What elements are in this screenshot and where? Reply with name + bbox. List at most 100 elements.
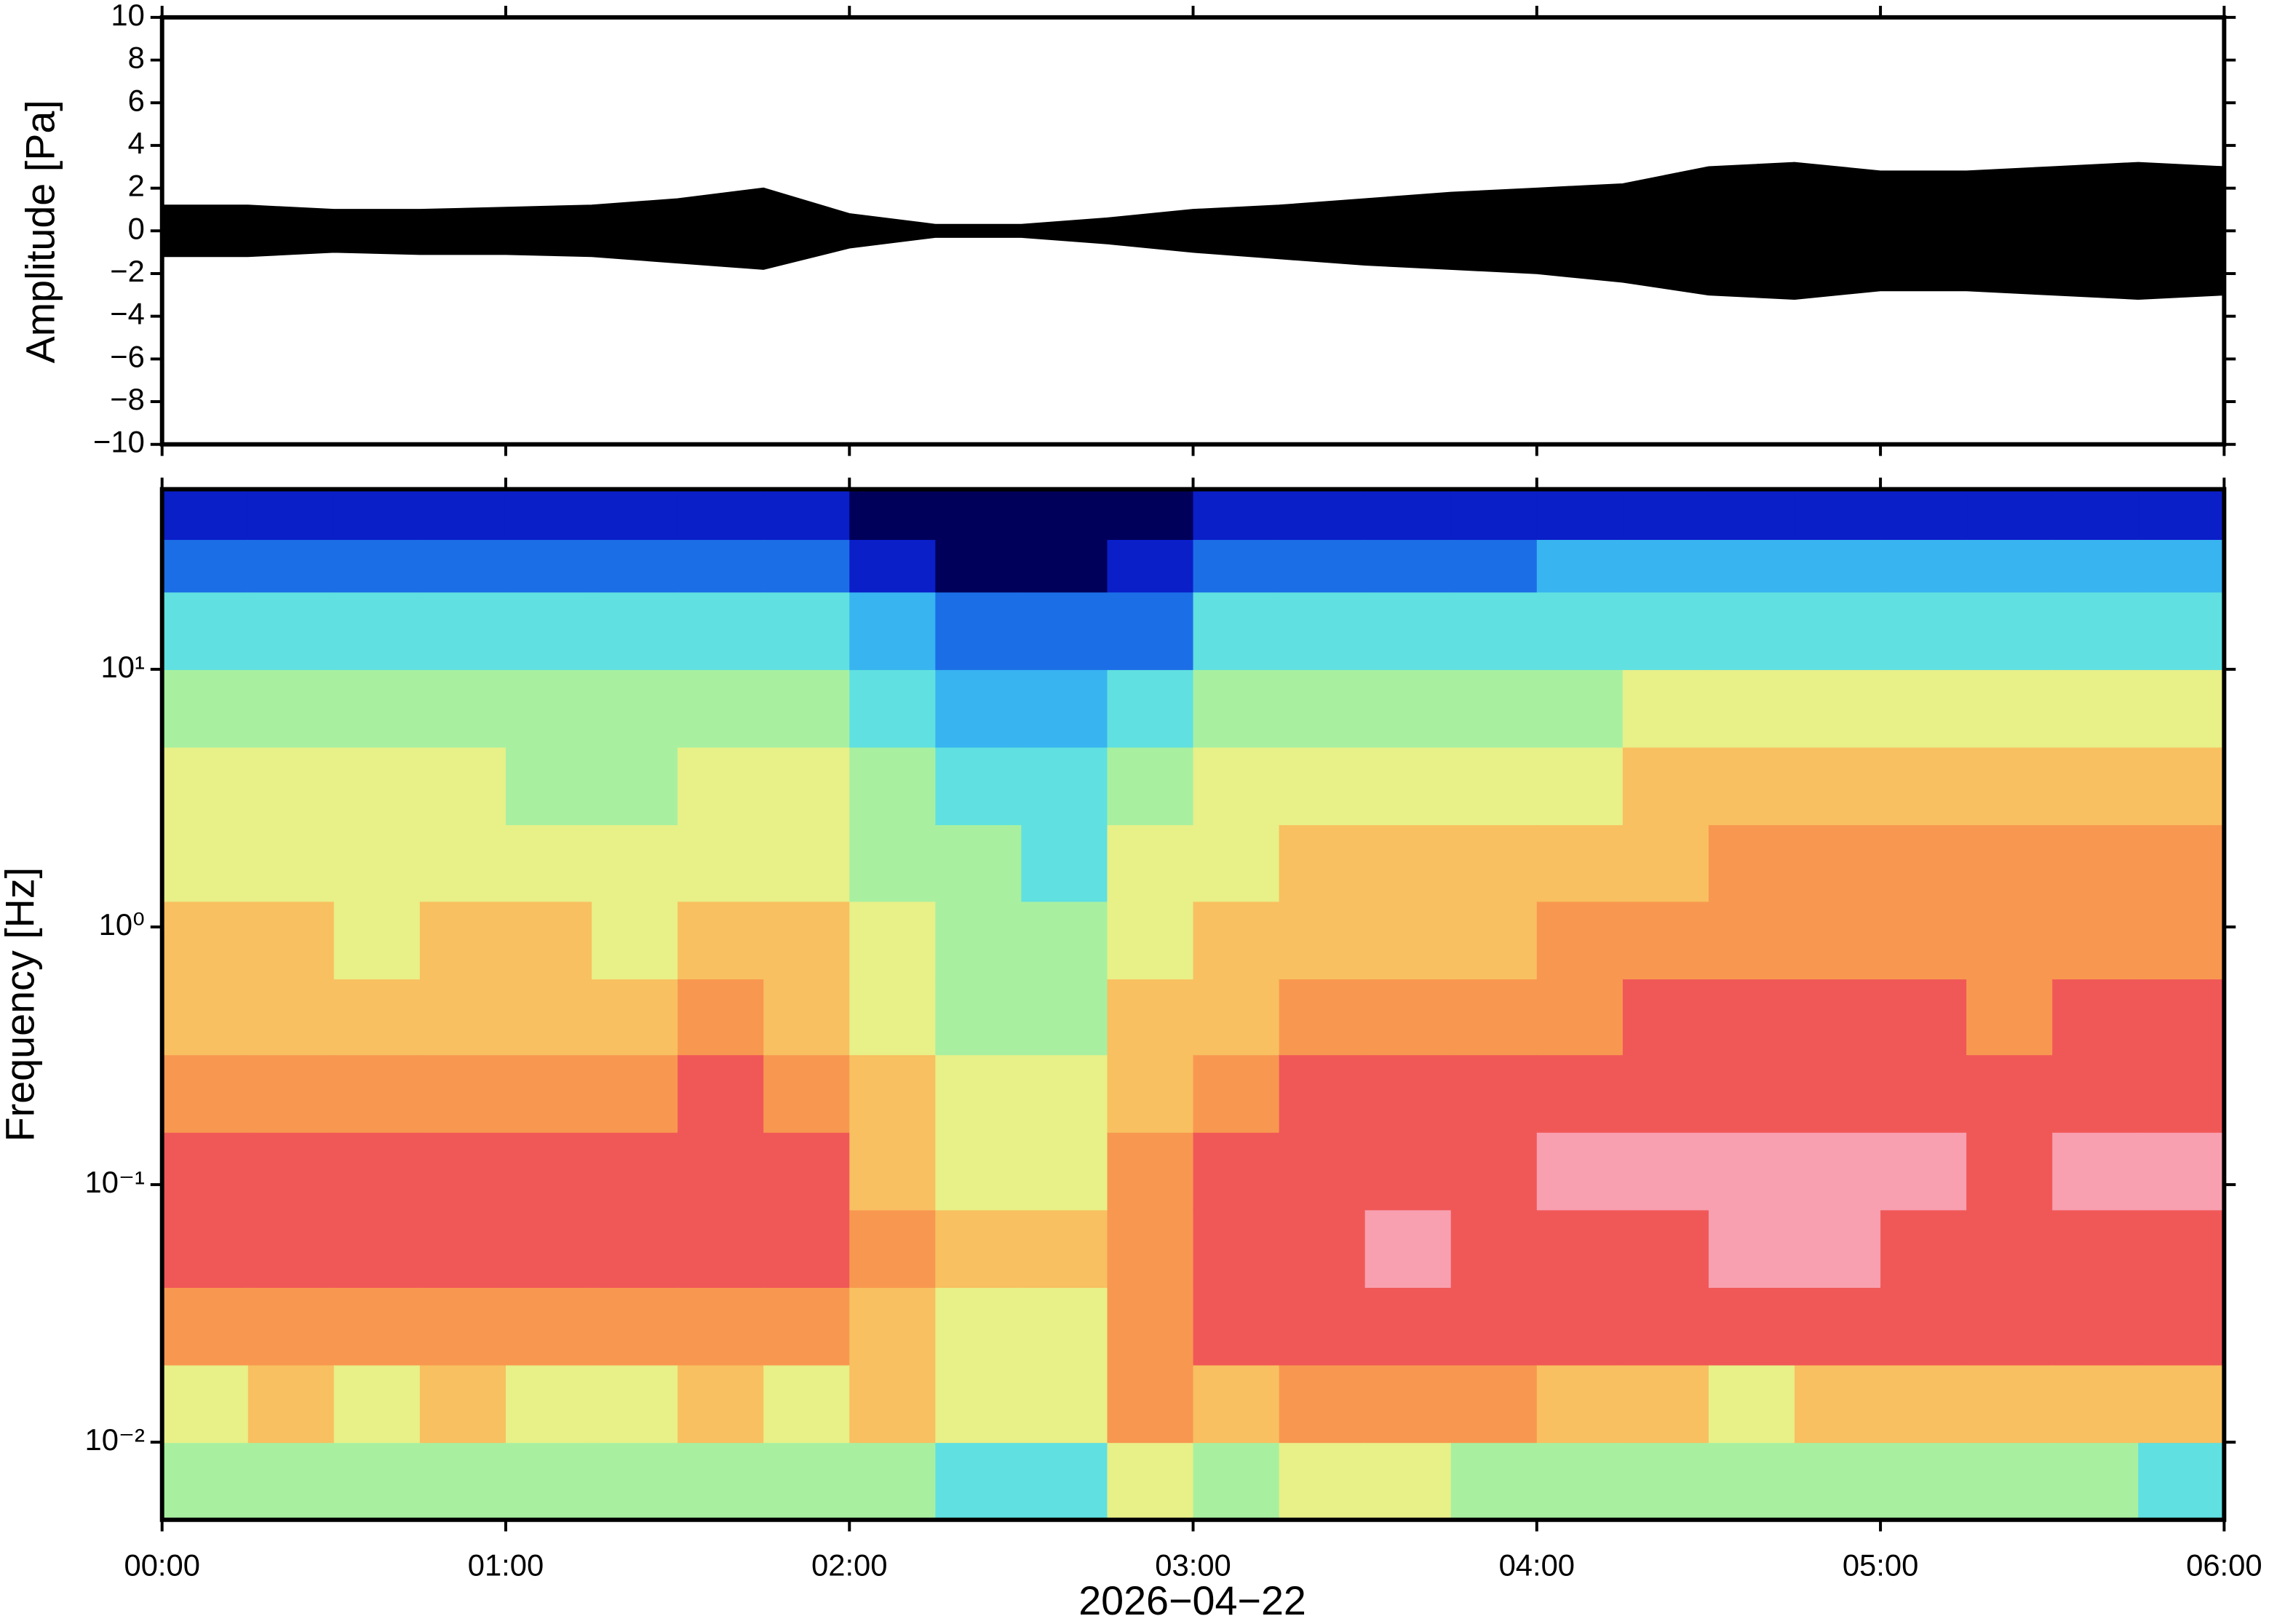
spectrogram-cell — [505, 1131, 593, 1211]
spectrogram-cell — [505, 669, 593, 748]
spectrogram-cell — [505, 539, 593, 593]
spectrogram-cell — [419, 747, 506, 826]
spectrogram-cell — [1450, 1442, 1538, 1521]
spectrogram-cell — [1880, 1364, 1968, 1444]
spectrogram-cell — [1021, 979, 1108, 1056]
spectrogram-cell — [1708, 669, 1796, 748]
y-tick-label: −2 — [110, 254, 145, 288]
y-tick-label: −8 — [110, 382, 145, 416]
spectrogram-cell — [505, 901, 593, 980]
spectrogram-cell — [1450, 1209, 1538, 1288]
y-tick-label: 6 — [128, 83, 145, 117]
spectrogram-cell — [247, 979, 335, 1056]
spectrogram-cell — [763, 1131, 851, 1211]
spectrogram-cell — [1880, 539, 1968, 593]
spectrogram-cell — [1622, 1131, 1709, 1211]
spectrogram-cell — [1795, 1442, 1882, 1521]
spectrogram-cell — [1622, 1209, 1709, 1288]
spectrogram-cell — [592, 1209, 679, 1288]
spectrogram-cell — [1450, 979, 1538, 1056]
spectrogram-cell — [2052, 539, 2139, 593]
spectrogram-cell — [1364, 669, 1452, 748]
spectrogram-cell — [333, 747, 421, 826]
spectrogram-cell — [2052, 1131, 2139, 1211]
spectrogram-cell — [1193, 1364, 1280, 1444]
spectrogram-cell — [1536, 1442, 1624, 1521]
spectrogram-cell — [247, 669, 335, 748]
spectrogram-cell — [1021, 1286, 1108, 1366]
spectrogram-cell — [2052, 1054, 2139, 1133]
spectrogram-cell — [419, 979, 506, 1056]
spectrogram-cell — [763, 1054, 851, 1133]
spectrogram-cell — [2138, 1442, 2225, 1521]
spectrogram-cell — [419, 592, 506, 670]
frame — [159, 487, 2227, 1522]
spectrogram-cell — [1450, 1364, 1538, 1444]
spectrogram-cell — [1364, 1054, 1452, 1133]
spectrogram-cell — [592, 747, 679, 826]
spectrogram-cell — [1364, 901, 1452, 980]
spectrogram-cell — [1536, 1054, 1624, 1133]
spectrogram-cell — [1193, 1131, 1280, 1211]
x-tick-label: 01:00 — [468, 1548, 544, 1582]
spectrogram-cell — [1880, 1054, 1968, 1133]
spectrogram-cell — [1966, 1054, 2054, 1133]
spectrogram-cell — [419, 539, 506, 593]
spectrogram-cell — [1021, 1364, 1108, 1444]
spectrogram-cell — [1021, 539, 1108, 593]
spectrogram-cell — [1966, 901, 2054, 980]
spectrogram-cell — [1966, 1131, 2054, 1211]
y-tick-label: 10 — [111, 0, 144, 32]
spectrogram-cell — [677, 1054, 765, 1133]
spectrogram-cell — [1193, 901, 1280, 980]
spectrogram-cell — [247, 1131, 335, 1211]
spectrogram-cell — [849, 1131, 937, 1211]
spectrogram-cell — [333, 1442, 421, 1521]
spectrogram-cell — [1364, 1286, 1452, 1366]
spectrogram-cell — [2138, 539, 2225, 593]
spectrogram-cell — [763, 979, 851, 1056]
spectrogram-cell — [1708, 1209, 1796, 1288]
spectrogram-cell — [763, 539, 851, 593]
spectrogram-cell — [2052, 747, 2139, 826]
spectrogram-cell — [247, 1209, 335, 1288]
spectrogram-cell — [677, 489, 765, 541]
spectrogram-cell — [333, 489, 421, 541]
spectrogram-cell — [2052, 1364, 2139, 1444]
spectrogram-cell — [1880, 592, 1968, 670]
spectrogram-cell — [763, 1442, 851, 1521]
spectrogram-cell — [849, 539, 937, 593]
spectrogram-cell — [333, 901, 421, 980]
spectrogram-cell — [1193, 1209, 1280, 1288]
spectrogram-cell — [2138, 901, 2225, 980]
spectrogram-cell — [505, 1442, 593, 1521]
spectrogram-cell — [1364, 1131, 1452, 1211]
spectrogram-cell — [1193, 539, 1280, 593]
spectrogram-cell — [505, 1054, 593, 1133]
spectrogram-cell — [592, 1286, 679, 1366]
spectrogram-cell — [1107, 1364, 1194, 1444]
spectrogram-cell — [1622, 1364, 1709, 1444]
spectrogram-cell — [1708, 979, 1796, 1056]
spectrogram-cell — [333, 824, 421, 902]
spectrogram-cell — [1450, 1054, 1538, 1133]
spectrogram-cell — [935, 1209, 1022, 1288]
spectrogram-cell — [1536, 901, 1624, 980]
spectrogram-cell — [849, 901, 937, 980]
spectrogram-cell — [1021, 901, 1108, 980]
spectrogram-cell — [849, 669, 937, 748]
spectrogram-cell — [1021, 1054, 1108, 1133]
spectrogram-cell — [1279, 1442, 1366, 1521]
spectrogram-cell — [333, 669, 421, 748]
spectrogram-cell — [1536, 539, 1624, 593]
spectrogram-cell — [505, 1209, 593, 1288]
spectrogram-cell — [592, 979, 679, 1056]
spectrogram-cell — [1708, 539, 1796, 593]
spectrogram-cell — [1622, 539, 1709, 593]
spectrogram-cell — [1279, 747, 1366, 826]
spectrogram-cell — [935, 1286, 1022, 1366]
spectrogram-cell — [1107, 669, 1194, 748]
spectrogram-cell — [763, 1364, 851, 1444]
spectrogram-cell — [505, 824, 593, 902]
spectrogram-cell — [247, 1442, 335, 1521]
